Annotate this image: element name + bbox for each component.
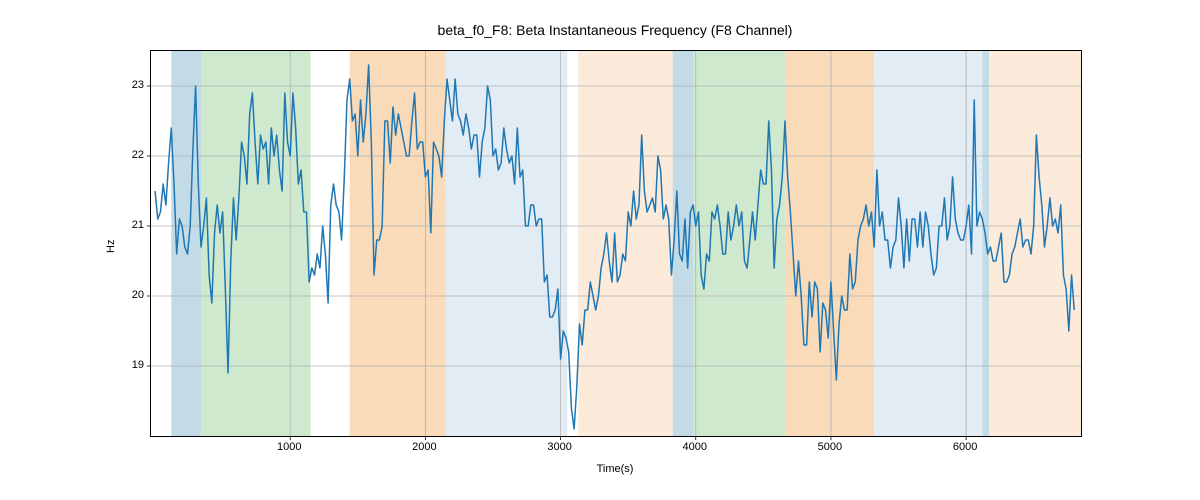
x-tick-label: 1000: [277, 441, 301, 453]
y-axis-label: Hz: [105, 239, 117, 252]
chart-title: beta_f0_F8: Beta Instantaneous Frequency…: [150, 22, 1080, 38]
x-tick-label: 6000: [953, 441, 977, 453]
x-tick-label: 3000: [547, 441, 571, 453]
x-tick-label: 4000: [683, 441, 707, 453]
y-tick-label: 20: [120, 289, 144, 301]
y-tick-label: 21: [120, 219, 144, 231]
y-tick-label: 22: [120, 149, 144, 161]
plot-area: [150, 50, 1082, 437]
y-tick-label: 23: [120, 79, 144, 91]
x-axis-label: Time(s): [150, 463, 1080, 475]
x-tick-label: 5000: [818, 441, 842, 453]
chart-figure: beta_f0_F8: Beta Instantaneous Frequency…: [0, 0, 1200, 500]
y-tick-label: 19: [120, 359, 144, 371]
plot-svg: [151, 51, 1081, 436]
x-tick-label: 2000: [412, 441, 436, 453]
